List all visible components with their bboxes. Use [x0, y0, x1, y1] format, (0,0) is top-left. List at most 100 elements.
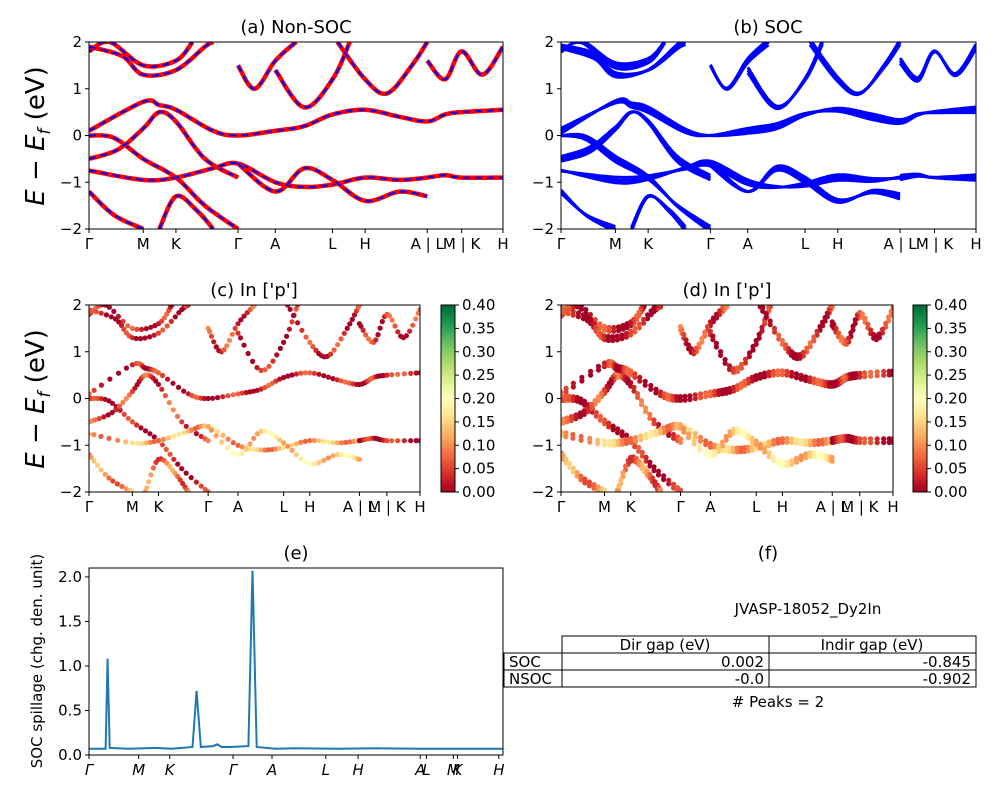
- panel-e-xtick-label: H: [352, 761, 363, 779]
- band-point: [619, 437, 625, 443]
- band-point: [712, 448, 718, 454]
- band-point: [616, 483, 622, 489]
- band-point: [862, 440, 868, 446]
- band-point: [876, 331, 883, 337]
- band-line-8-2: [709, 42, 768, 90]
- band-point: [582, 480, 588, 486]
- band-point: [591, 482, 597, 488]
- band-point: [833, 325, 839, 331]
- band-point: [713, 340, 720, 346]
- band-line-dash-1: [89, 110, 239, 179]
- panel-d-xtick-label: M: [598, 498, 611, 516]
- band-point: [703, 441, 709, 448]
- panel-a-title: (a) Non-SOC: [240, 17, 351, 38]
- band-point: [697, 443, 703, 449]
- panel-c-ylabel: E − Ef (eV): [21, 329, 55, 469]
- band-point: [117, 407, 123, 413]
- band-point: [147, 334, 153, 340]
- band-point: [727, 449, 733, 455]
- band-point: [293, 441, 299, 447]
- band-point: [175, 461, 181, 467]
- band-point: [647, 463, 653, 469]
- colorbar-tick-label: 0.15: [934, 413, 967, 431]
- band-point: [734, 449, 741, 455]
- panel-e-xtick-label: H: [493, 761, 504, 779]
- panel-b-xtick-label: K: [643, 235, 654, 253]
- band-point: [349, 316, 355, 322]
- band-point: [126, 392, 133, 398]
- band-point: [290, 313, 297, 319]
- band-line-dash-6: [89, 42, 194, 68]
- band-point: [820, 441, 826, 447]
- band-point: [566, 460, 573, 467]
- band-point: [148, 472, 154, 478]
- band-point: [643, 409, 649, 415]
- band-point: [384, 372, 390, 378]
- band-point: [239, 390, 245, 396]
- band-point: [565, 307, 571, 313]
- band-point: [389, 372, 395, 378]
- band-point: [563, 456, 569, 462]
- colorbar-tick-label: 0.10: [462, 436, 495, 454]
- band-point: [281, 445, 287, 451]
- band-point: [235, 442, 241, 448]
- band-point: [102, 471, 108, 477]
- band-point: [707, 319, 714, 325]
- colorbar-tick-label: 0.35: [934, 319, 967, 337]
- table-row-soc-indir: -0.845: [923, 653, 971, 671]
- band-point: [330, 453, 336, 459]
- band-point: [155, 438, 162, 444]
- band-point: [651, 417, 657, 423]
- band-point: [619, 336, 625, 342]
- band-point: [205, 395, 211, 402]
- band-point: [165, 376, 171, 382]
- band-point: [570, 469, 576, 475]
- band-point: [239, 450, 245, 456]
- band-point: [392, 323, 398, 329]
- band-point: [615, 324, 622, 330]
- band-point: [586, 483, 593, 489]
- band-point: [395, 329, 401, 335]
- band-point: [599, 390, 605, 396]
- band-point: [692, 392, 698, 398]
- band-point: [779, 459, 786, 465]
- band-point: [146, 479, 152, 485]
- band-point: [235, 391, 241, 397]
- band-point: [655, 472, 662, 478]
- band-point: [719, 439, 726, 445]
- panel-d-xtick-label: Γ: [676, 498, 685, 516]
- band-point: [247, 441, 253, 447]
- band-point: [193, 431, 199, 437]
- band-point: [103, 312, 109, 318]
- band-point: [224, 343, 230, 349]
- band-point: [803, 451, 809, 457]
- band-point: [712, 442, 718, 448]
- band-point: [139, 440, 145, 446]
- band-point: [674, 397, 680, 403]
- band-point: [232, 325, 238, 331]
- panel-e-xtick-label: L: [422, 761, 430, 779]
- band-point: [868, 373, 874, 379]
- band-point: [221, 347, 227, 353]
- band-point: [611, 328, 617, 334]
- band-point: [619, 441, 625, 447]
- band-point: [643, 405, 649, 411]
- band-point: [865, 321, 871, 327]
- band-point: [647, 459, 653, 465]
- band-point: [749, 374, 755, 380]
- panel-c-xtick-label: M | K: [368, 498, 407, 516]
- band-point: [651, 467, 657, 474]
- band-point: [121, 411, 127, 417]
- band-point: [601, 323, 608, 330]
- panel-b-xtick-label: Γ: [557, 235, 566, 253]
- band-point: [254, 365, 260, 371]
- band-point: [653, 386, 659, 392]
- panel-c-xtick-label: L: [279, 498, 288, 516]
- band-point: [713, 311, 720, 317]
- band-point: [325, 439, 331, 445]
- band-point: [611, 438, 618, 444]
- band-point: [628, 368, 634, 374]
- band-point: [161, 315, 167, 321]
